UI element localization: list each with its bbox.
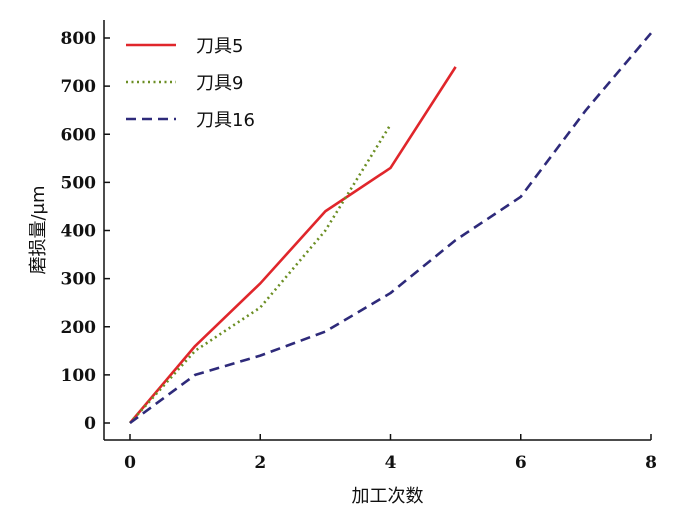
y-tick-label: 0 — [84, 414, 96, 434]
y-axis-title: 磨损量/μm — [28, 185, 49, 274]
x-tick-label: 0 — [124, 453, 136, 473]
axes: 0 100 200 300 400 500 600 700 800 0 2 4 6 8 — [61, 20, 657, 473]
y-tick-label: 400 — [61, 222, 97, 242]
series-line-1 — [129, 66, 457, 424]
x-axis-title: 加工次数 — [352, 486, 424, 507]
x-tick-label: 8 — [645, 453, 657, 473]
y-tick-label: 300 — [61, 270, 97, 290]
x-tick-label: 2 — [254, 453, 266, 473]
legend-label-1: 刀具5 — [196, 36, 243, 57]
legend: 刀具5 刀具9 刀具16 — [126, 36, 255, 131]
y-tick-label: 200 — [61, 318, 97, 338]
y-tick-label: 800 — [61, 29, 97, 49]
series-layer — [129, 32, 652, 425]
y-tick-label: 100 — [61, 366, 97, 386]
x-tick-label: 6 — [515, 453, 527, 473]
legend-label-2: 刀具9 — [196, 73, 243, 94]
y-tick-label: 500 — [61, 173, 97, 193]
y-tick-label: 600 — [61, 125, 97, 145]
legend-label-3: 刀具16 — [196, 110, 255, 131]
x-tick-label: 4 — [385, 453, 397, 473]
y-tick-label: 700 — [61, 77, 97, 97]
